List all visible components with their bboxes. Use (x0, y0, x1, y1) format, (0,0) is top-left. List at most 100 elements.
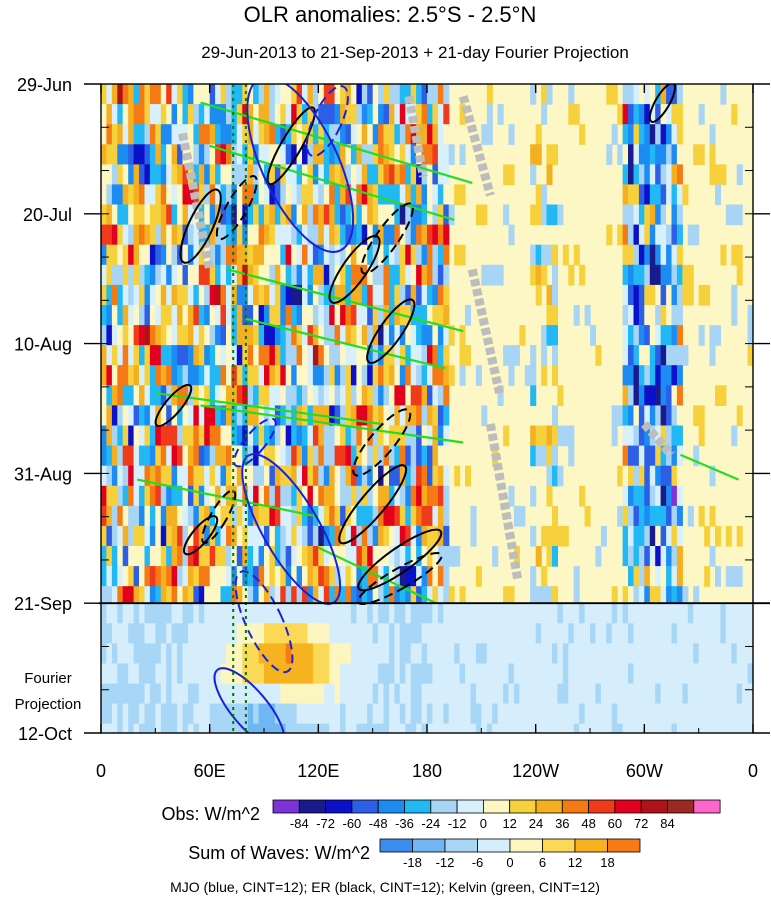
obs-colorbar-swatch (667, 799, 695, 814)
y-tick-label: 20-Jul (23, 205, 72, 225)
waves-colorbar-swatch (607, 838, 641, 853)
waves-colorbar-tick-label: -12 (436, 855, 455, 870)
projection-label-line2: Projection (15, 696, 82, 713)
obs-colorbar-swatch (404, 799, 432, 814)
obs-colorbar-tick-label: -60 (343, 816, 362, 831)
kelvin-contour (200, 404, 464, 444)
obs-colorbar-swatch (535, 799, 563, 814)
obs-colorbar-swatch (588, 799, 616, 814)
obs-colorbar-tick-label: 24 (529, 816, 543, 831)
er-contour (154, 383, 193, 428)
waves-colorbar-swatch (444, 838, 478, 853)
mjo-contour (213, 667, 286, 733)
obs-colorbar-tick-label: 48 (581, 816, 595, 831)
mjo-contour (233, 417, 277, 468)
waves-colorbar-swatch (509, 838, 543, 853)
er-contour (357, 528, 443, 592)
obs-colorbar-tick-label: 36 (555, 816, 569, 831)
projection-label-line1: Fourier (24, 670, 72, 687)
er-contour (366, 298, 416, 364)
olr-field (101, 84, 753, 733)
waves-colorbar-tick-label: 18 (600, 855, 614, 870)
obs-colorbar-swatch (640, 799, 668, 814)
kelvin-contour (227, 268, 464, 333)
obs-colorbar-tick-label: -12 (448, 816, 467, 831)
waves-colorbar-tick-label: -6 (472, 855, 484, 870)
y-tick-label: 31-Aug (14, 464, 72, 484)
obs-colorbar-tick-label: 84 (660, 816, 674, 831)
obs-colorbar-tick-label: 60 (608, 816, 622, 831)
x-tick-label: 180 (412, 761, 442, 781)
waves-colorbar-swatch (542, 838, 576, 853)
obs-colorbar-swatch (509, 799, 537, 814)
missing-data-streak (467, 268, 504, 395)
obs-colorbar-swatch (693, 799, 721, 814)
mjo-contour (246, 84, 355, 253)
y-tick-label: 10-Aug (14, 335, 72, 355)
er-contour (648, 84, 676, 123)
missing-data-streak (640, 420, 675, 458)
waves-colorbar-tick-label: 6 (539, 855, 546, 870)
mjo-contour (234, 570, 294, 674)
er-contour (179, 188, 222, 264)
kelvin-contour (245, 317, 446, 370)
obs-colorbar-tick-label: -24 (421, 816, 440, 831)
waves-colorbar: Sum of Waves: W/m^2 -18 -12 -6 0 6 12 18 (188, 838, 641, 870)
waves-colorbar-swatch (477, 838, 511, 853)
waves-colorbar-label: Sum of Waves: W/m^2 (188, 843, 370, 863)
kelvin-contour (137, 478, 319, 518)
obs-colorbar-swatch (561, 799, 589, 814)
waves-colorbar-swatch (574, 838, 608, 853)
kelvin-contour (317, 546, 437, 605)
waves-colorbar-swatch (379, 838, 413, 853)
missing-data-streak (485, 423, 522, 580)
axes: 0 60E 120E 180 120W 60W 0 29-Jun 20-Jul 10-Aug 31-… (14, 75, 770, 781)
obs-colorbar-swatch (351, 799, 379, 814)
obs-colorbar-tick-label: 12 (502, 816, 516, 831)
obs-colorbar-swatch (456, 799, 484, 814)
x-tick-label: 120W (512, 761, 559, 781)
x-tick-label: 0 (96, 761, 106, 781)
er-contour (352, 408, 412, 477)
obs-colorbar-tick-label: -72 (316, 816, 335, 831)
missing-data-streak (458, 95, 495, 197)
obs-colorbar-swatch (272, 799, 300, 814)
obs-colorbar-swatch (482, 799, 511, 814)
y-tick-label: 21-Sep (14, 594, 72, 614)
er-contour (266, 106, 316, 186)
obs-colorbar: Obs: W/m^2 -84 -72 -60 -48 -36 -24 -12 0 12 24 36 4… (162, 799, 721, 831)
er-contour (328, 234, 381, 304)
obs-colorbar-tick-label: -84 (290, 816, 309, 831)
chart-title: OLR anomalies: 2.5°S - 2.5°N (244, 2, 537, 27)
kelvin-contour (680, 453, 739, 481)
obs-colorbar-tick-label: 0 (480, 816, 487, 831)
waves-colorbar-swatch (412, 838, 446, 853)
obs-colorbar-swatch (377, 799, 405, 814)
y-tick-label: 12-Oct (18, 724, 72, 744)
x-tick-label: 60W (626, 761, 663, 781)
x-tick-label: 60E (194, 761, 226, 781)
waves-colorbar-tick-label: -18 (403, 855, 422, 870)
er-contour (338, 464, 408, 545)
waves-colorbar-tick-label: 12 (568, 855, 582, 870)
obs-colorbar-tick-label: -36 (395, 816, 414, 831)
chart-subtitle: 29-Jun-2013 to 21-Sep-2013 + 21-day Four… (201, 43, 629, 62)
x-tick-label: 0 (748, 761, 758, 781)
missing-data-streak (178, 132, 215, 271)
wave-contours (137, 84, 739, 733)
x-tick-label: 120E (297, 761, 339, 781)
kelvin-contour (155, 391, 382, 426)
obs-colorbar-swatch (298, 799, 326, 814)
mjo-contour (305, 85, 349, 158)
missing-data-streak (404, 95, 428, 178)
kelvin-contour (200, 101, 473, 184)
obs-colorbar-swatch (430, 799, 458, 814)
y-tick-label: 29-Jun (17, 75, 72, 95)
contour-legend-footer: MJO (blue, CINT=12); ER (black, CINT=12)… (170, 879, 600, 895)
waves-colorbar-tick-label: 0 (506, 855, 513, 870)
er-contour (183, 515, 219, 556)
obs-colorbar-swatch (614, 799, 642, 814)
obs-colorbar-tick-label: 72 (634, 816, 648, 831)
plot-area (100, 83, 754, 734)
